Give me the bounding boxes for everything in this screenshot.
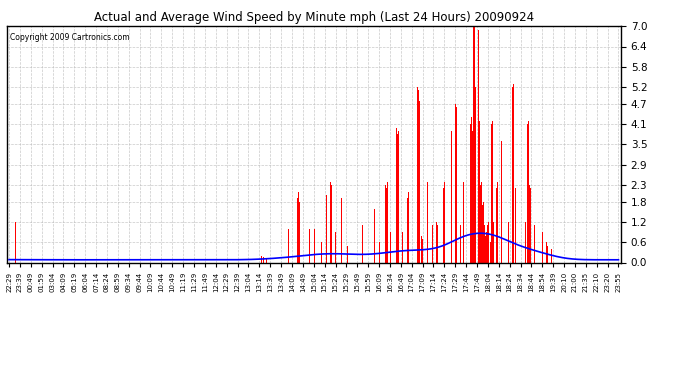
Text: Copyright 2009 Cartronics.com: Copyright 2009 Cartronics.com bbox=[10, 33, 130, 42]
Title: Actual and Average Wind Speed by Minute mph (Last 24 Hours) 20090924: Actual and Average Wind Speed by Minute … bbox=[94, 11, 534, 24]
